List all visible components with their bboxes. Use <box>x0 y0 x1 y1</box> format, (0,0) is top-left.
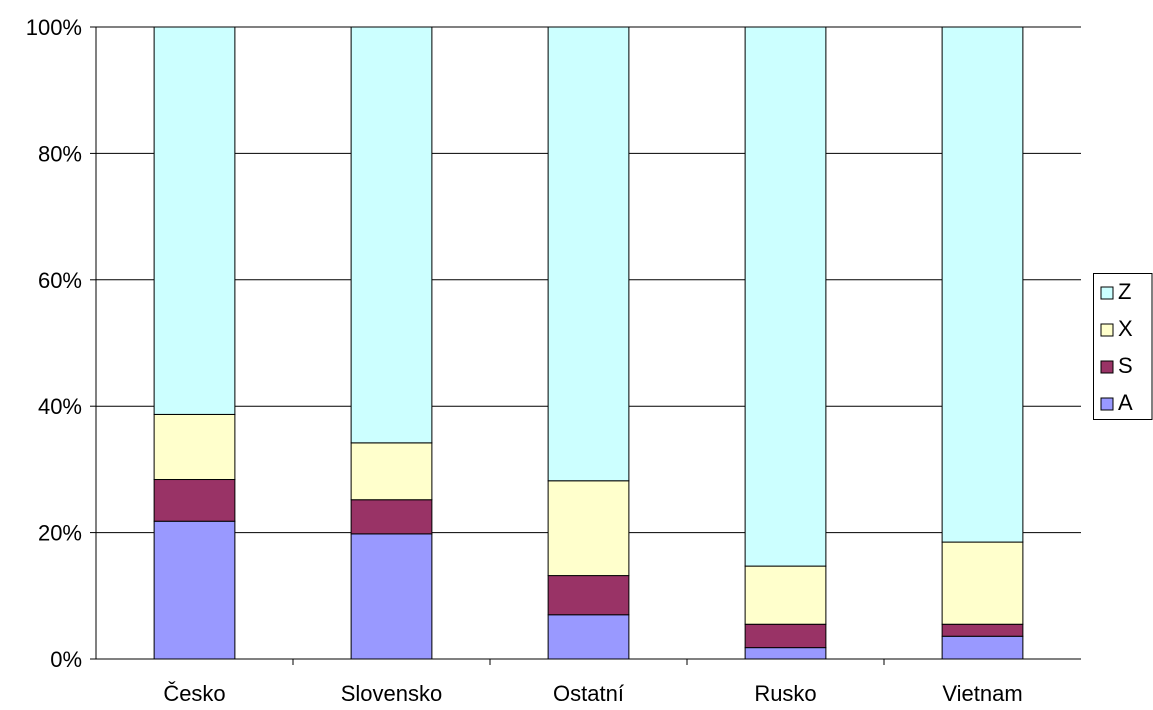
legend-label-z: Z <box>1118 279 1131 304</box>
bar-segment-z <box>350 26 433 444</box>
legend-box <box>1093 273 1153 420</box>
bar-segment-z <box>941 26 1024 543</box>
bar-segment-s <box>744 623 827 649</box>
x-axis-labels: Česko Slovensko Ostatní Rusko Vietnam <box>163 659 1023 706</box>
x-category-label: Slovensko <box>341 681 443 706</box>
x-category-label: Česko <box>163 681 225 706</box>
bar-segment-a <box>547 614 630 660</box>
bar-segment-a <box>350 533 433 660</box>
y-axis-ticks: 0% 20% 40% 60% 80% 100% <box>26 15 96 672</box>
legend-label-x: X <box>1118 316 1133 341</box>
legend-swatch-a <box>1100 397 1114 411</box>
x-category-label: Rusko <box>754 681 816 706</box>
legend-label-s: S <box>1118 353 1133 378</box>
y-tick-label: 40% <box>38 394 82 419</box>
legend-label-a: A <box>1118 390 1133 415</box>
bar-segment-z <box>744 26 827 567</box>
bars <box>153 26 1024 660</box>
bar-segment-z <box>153 26 236 415</box>
x-category-label: Vietnam <box>942 681 1022 706</box>
y-tick-label: 100% <box>26 15 82 40</box>
legend-swatch-s <box>1100 360 1114 374</box>
y-tick-label: 20% <box>38 521 82 546</box>
bar-segment-s <box>153 479 236 522</box>
bar-segment-x <box>350 442 433 501</box>
bar-segment-a <box>941 635 1024 660</box>
bar-segment-s <box>350 499 433 535</box>
y-tick-label: 60% <box>38 268 82 293</box>
axes <box>95 27 1081 660</box>
y-tick-label: 0% <box>50 647 82 672</box>
bar-segment-s <box>941 623 1024 637</box>
bar-segment-z <box>547 26 630 482</box>
bar-segment-x <box>744 565 827 625</box>
bar-segment-x <box>547 480 630 577</box>
x-category-label: Ostatní <box>553 681 624 706</box>
y-tick-label: 80% <box>38 141 82 166</box>
bar-segment-x <box>153 413 236 481</box>
bar-segment-s <box>547 575 630 616</box>
bar-segment-x <box>941 541 1024 625</box>
bar-segment-a <box>153 520 236 660</box>
legend-swatch-z <box>1100 286 1114 300</box>
bar-segment-a <box>744 647 827 660</box>
legend-swatch-x <box>1100 323 1114 337</box>
